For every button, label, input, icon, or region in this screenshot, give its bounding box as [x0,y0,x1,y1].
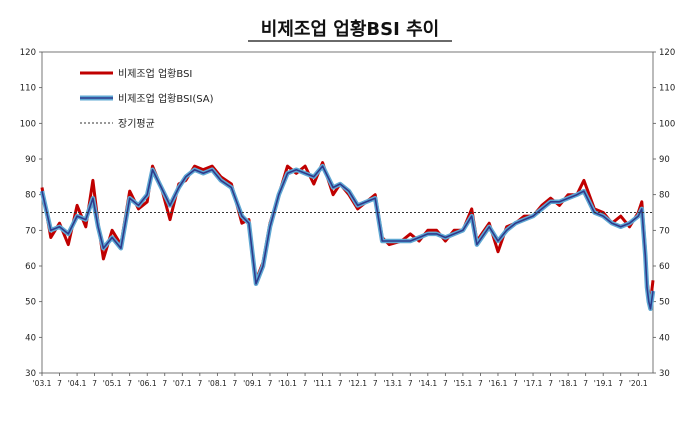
chart-title: 비제조업 업황BSI 추이 [261,19,439,40]
plot-area: 30 30 40 40 50 50 60 60 70 70 80 80 90 90 100 100 110 110… [20,48,675,388]
y-tick-label-left: 80 [25,191,36,201]
x-tick-label: '05.1 [103,379,122,388]
y-tick-label-left: 60 [25,262,36,272]
x-tick-label: 7 [162,379,167,388]
x-tick-label: 7 [127,379,132,388]
x-tick-label: 7 [92,379,97,388]
y-tick-label-right: 110 [659,84,675,94]
x-tick-label: 7 [233,379,238,388]
y-tick-label-right: 80 [659,191,670,201]
x-tick-label: '13.1 [383,379,402,388]
legend-label: 비제조업 업황BSI(SA) [118,92,214,105]
y-tick-label-left: 90 [25,155,36,165]
x-tick-label: '09.1 [243,379,262,388]
x-tick-label: '14.1 [418,379,437,388]
x-tick-label: 7 [618,379,623,388]
x-tick-label: '16.1 [489,379,508,388]
x-tick-label: 7 [373,379,378,388]
x-tick-label: '10.1 [278,379,297,388]
x-tick-label: '07.1 [173,379,192,388]
legend-label: 비제조업 업황BSI [118,67,192,80]
x-tick-label: 7 [197,379,202,388]
x-tick-label: '04.1 [68,379,87,388]
y-tick-label-left: 70 [25,226,36,236]
x-tick-label: '08.1 [208,379,227,388]
y-tick-label-left: 50 [25,298,36,308]
x-tick-label: '18.1 [559,379,578,388]
legend-label: 장기평균 [118,118,155,130]
y-tick-label-right: 90 [659,155,670,165]
x-tick-label: 7 [583,379,588,388]
y-tick-label-left: 30 [25,369,36,379]
y-tick-label-right: 120 [659,48,675,58]
y-tick-label-left: 100 [20,119,36,129]
x-tick-label: '06.1 [138,379,157,388]
y-tick-label-right: 60 [659,262,670,272]
x-tick-label: '19.1 [594,379,613,388]
series-line-bsi [40,161,655,304]
y-tick-label-right: 40 [659,333,670,343]
x-tick-label: 7 [57,379,62,388]
x-tick-label: 7 [513,379,518,388]
y-tick-label-right: 30 [659,369,670,379]
series-line-sa-inner [41,165,654,310]
y-tick-label-left: 110 [20,84,36,94]
x-tick-label: 7 [268,379,273,388]
x-tick-label: '11.1 [313,379,332,388]
x-tick-label: '03.1 [33,379,52,388]
x-tick-label: 7 [408,379,413,388]
x-tick-label: 7 [338,379,343,388]
x-tick-label: 7 [548,379,553,388]
y-tick-label-right: 100 [659,119,675,129]
y-tick-label-right: 50 [659,298,670,308]
y-tick-label-right: 70 [659,226,670,236]
x-tick-label: 7 [303,379,308,388]
x-tick-label: '20.1 [629,379,648,388]
x-tick-label: '12.1 [348,379,367,388]
legend: 비제조업 업황BSI 비제조업 업황BSI(SA) 장기평균 [80,67,214,130]
y-tick-label-left: 120 [20,48,36,58]
x-tick-label: 7 [478,379,483,388]
series-line-sa-outer [39,163,656,312]
x-tick-label: '17.1 [524,379,543,388]
y-tick-label-left: 40 [25,333,36,343]
x-tick-label: 7 [443,379,448,388]
x-tick-label: '15.1 [454,379,473,388]
